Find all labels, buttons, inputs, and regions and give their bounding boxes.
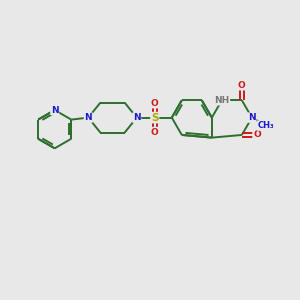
Text: N: N: [133, 113, 141, 122]
Text: O: O: [151, 99, 159, 108]
Text: CH₃: CH₃: [257, 121, 274, 130]
Text: N: N: [85, 113, 92, 122]
Text: S: S: [151, 112, 158, 123]
Text: O: O: [238, 81, 246, 90]
Text: N: N: [248, 113, 256, 122]
Text: O: O: [253, 130, 261, 140]
Text: N: N: [51, 106, 59, 115]
Text: NH: NH: [214, 96, 230, 105]
Text: O: O: [151, 128, 159, 136]
